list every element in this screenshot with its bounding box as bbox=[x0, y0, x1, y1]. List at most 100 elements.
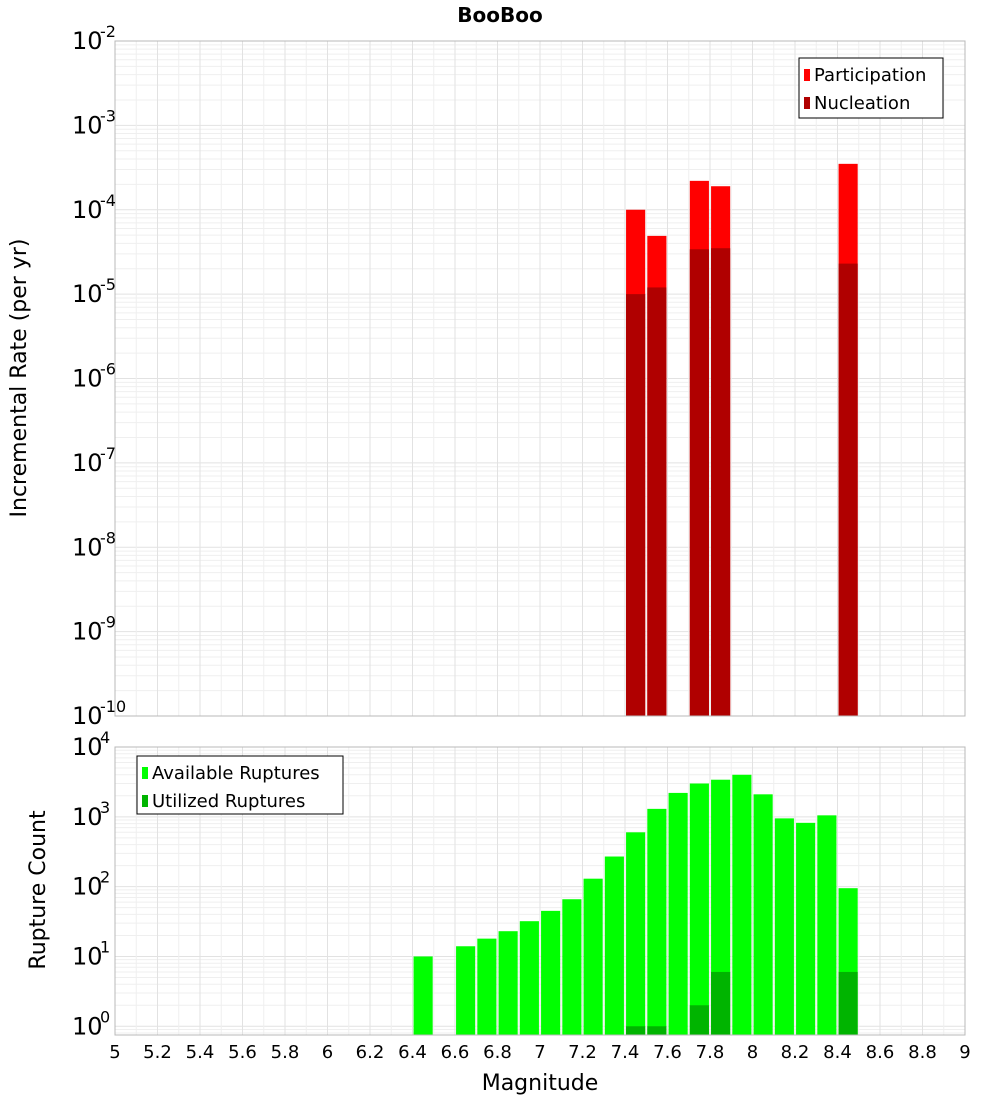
bar bbox=[647, 808, 667, 1035]
x-tick-label: 8.4 bbox=[823, 1042, 852, 1063]
top-grid bbox=[114, 40, 966, 717]
top-series-nucleation bbox=[626, 248, 858, 717]
legend-swatch bbox=[804, 69, 810, 81]
y-tick-exponent: -8 bbox=[100, 528, 116, 547]
chart-title: BooBoo bbox=[457, 3, 542, 27]
x-tick-label: 7.2 bbox=[568, 1042, 597, 1063]
y-tick-exponent: -3 bbox=[100, 106, 116, 125]
bar bbox=[541, 910, 561, 1035]
top-plot-border bbox=[114, 40, 966, 717]
x-tick-label: 5.4 bbox=[186, 1042, 215, 1063]
bar bbox=[796, 822, 816, 1035]
legend-swatch bbox=[142, 795, 148, 807]
y-tick-label: 10 bbox=[72, 196, 103, 224]
y-tick-exponent: -5 bbox=[100, 275, 116, 294]
y-tick-label: 10 bbox=[72, 365, 103, 393]
x-tick-label: 5 bbox=[109, 1042, 120, 1063]
top-legend: Participation Nucleation bbox=[798, 57, 944, 119]
bottom-series-utilized-ruptures bbox=[626, 971, 858, 1035]
x-tick-label: 6.2 bbox=[356, 1042, 385, 1063]
legend-label: Utilized Ruptures bbox=[152, 791, 305, 812]
bottom-y-axis-label: Rupture Count bbox=[26, 810, 51, 970]
y-tick-label: 10 bbox=[72, 533, 103, 561]
y-tick-label: 10 bbox=[72, 280, 103, 308]
bar bbox=[498, 931, 518, 1035]
legend-swatch bbox=[142, 767, 148, 779]
bar bbox=[647, 1026, 667, 1035]
bar bbox=[689, 783, 709, 1035]
x-tick-label: 6 bbox=[322, 1042, 333, 1063]
x-tick-label: 6.8 bbox=[483, 1042, 512, 1063]
bar bbox=[668, 792, 688, 1035]
x-tick-label: 7 bbox=[534, 1042, 545, 1063]
bottom-plot-border bbox=[114, 746, 966, 1036]
y-tick-exponent: -2 bbox=[100, 22, 116, 41]
legend-swatch bbox=[804, 97, 810, 109]
y-tick-label: 10 bbox=[72, 942, 103, 970]
x-tick-label: 6.4 bbox=[398, 1042, 427, 1063]
top-y-axis-label: Incremental Rate (per yr) bbox=[7, 239, 32, 518]
bar bbox=[647, 287, 667, 716]
bar bbox=[689, 1005, 709, 1035]
bar bbox=[456, 946, 476, 1035]
y-tick-exponent: -9 bbox=[100, 613, 116, 632]
y-tick-label: 10 bbox=[72, 449, 103, 477]
legend-box bbox=[798, 57, 944, 119]
x-tick-label: 7.8 bbox=[696, 1042, 725, 1063]
y-tick-label: 10 bbox=[72, 27, 103, 55]
x-tick-label: 6.6 bbox=[441, 1042, 470, 1063]
bar bbox=[838, 971, 858, 1035]
bar bbox=[604, 856, 624, 1035]
legend-box bbox=[136, 755, 344, 815]
y-tick-exponent: 2 bbox=[100, 868, 110, 887]
legend-label: Nucleation bbox=[814, 93, 910, 114]
bar bbox=[711, 971, 731, 1035]
x-tick-label: 7.4 bbox=[611, 1042, 640, 1063]
bar bbox=[477, 938, 497, 1035]
legend-label: Participation bbox=[814, 65, 926, 86]
y-tick-exponent: -6 bbox=[100, 360, 116, 379]
y-tick-exponent: -10 bbox=[100, 697, 126, 716]
bottom-series-available-ruptures bbox=[413, 774, 858, 1035]
bar bbox=[711, 779, 731, 1035]
x-tick-label: 5.6 bbox=[228, 1042, 257, 1063]
x-tick-label: 7.6 bbox=[653, 1042, 682, 1063]
bar bbox=[413, 956, 433, 1035]
y-tick-label: 10 bbox=[72, 1012, 103, 1040]
y-tick-exponent: 4 bbox=[100, 728, 110, 747]
x-tick-label: 9 bbox=[959, 1042, 970, 1063]
bar bbox=[626, 832, 646, 1035]
y-tick-label: 10 bbox=[72, 702, 103, 730]
x-tick-label: 5.8 bbox=[271, 1042, 300, 1063]
y-tick-label: 10 bbox=[72, 618, 103, 646]
x-tick-label: 8.6 bbox=[866, 1042, 895, 1063]
bar bbox=[838, 263, 858, 716]
y-tick-label: 10 bbox=[72, 733, 103, 761]
y-tick-exponent: 3 bbox=[100, 798, 110, 817]
bar bbox=[753, 794, 773, 1035]
bar bbox=[817, 815, 837, 1035]
y-tick-exponent: 1 bbox=[100, 937, 110, 956]
bar bbox=[519, 921, 539, 1035]
y-tick-exponent: 0 bbox=[100, 1007, 110, 1026]
y-tick-label: 10 bbox=[72, 111, 103, 139]
bar bbox=[626, 294, 646, 716]
bar bbox=[689, 249, 709, 716]
bar bbox=[583, 878, 603, 1035]
bar bbox=[711, 248, 731, 717]
bottom-legend: Available Ruptures Utilized Ruptures bbox=[136, 755, 344, 815]
x-tick-label: 8 bbox=[747, 1042, 758, 1063]
x-tick-label: 5.2 bbox=[143, 1042, 172, 1063]
legend-label: Available Ruptures bbox=[152, 763, 320, 784]
x-axis-label: Magnitude bbox=[482, 1071, 599, 1096]
bar bbox=[626, 1026, 646, 1035]
bar bbox=[562, 899, 582, 1035]
y-tick-exponent: -4 bbox=[100, 191, 116, 210]
bar bbox=[774, 818, 794, 1035]
y-tick-exponent: -7 bbox=[100, 444, 116, 463]
x-tick-label: 8.2 bbox=[781, 1042, 810, 1063]
bar bbox=[732, 774, 752, 1035]
y-tick-label: 10 bbox=[72, 803, 103, 831]
